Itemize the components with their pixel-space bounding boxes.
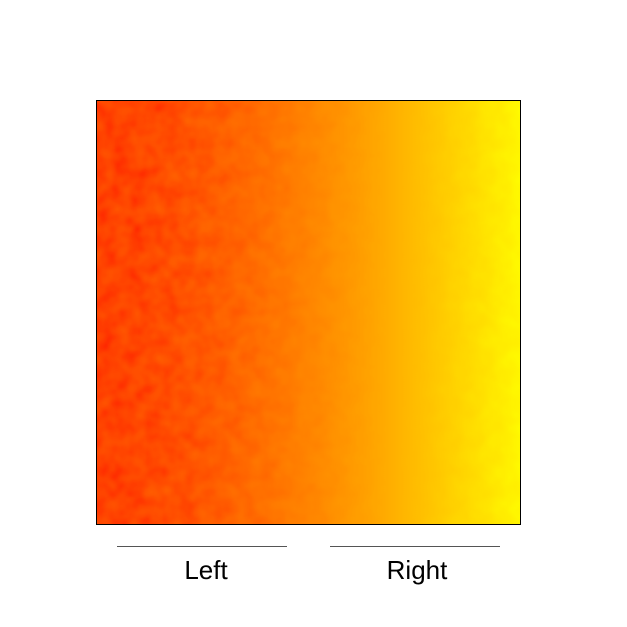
red-to-yellow-gradient [97, 101, 520, 524]
right-label: Right [386, 555, 448, 585]
gradient-stimulus [96, 100, 521, 525]
left-label: Left [184, 555, 228, 585]
right-label-rule [330, 546, 500, 547]
left-label-rule [117, 546, 287, 547]
